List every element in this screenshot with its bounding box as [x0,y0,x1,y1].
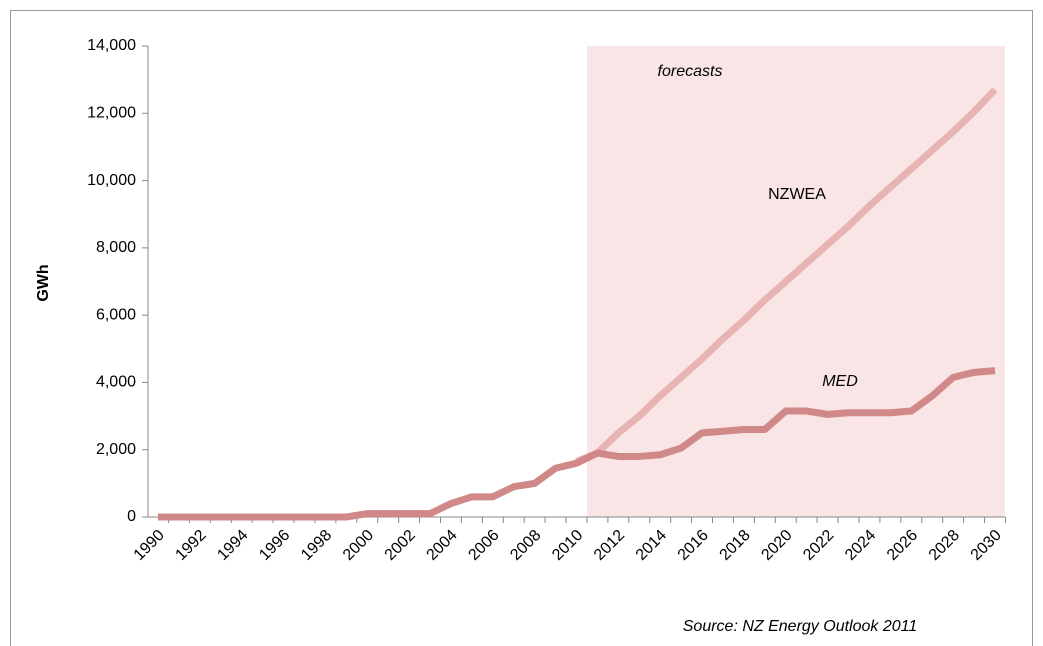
x-tick-label: 2010 [549,527,586,564]
x-tick-label: 1994 [214,527,251,564]
x-tick-label: 1998 [298,527,335,564]
x-tick-label: 2022 [800,527,837,564]
x-tick-label: 2008 [507,527,544,564]
series-label: MED [822,373,858,390]
series-label: NZWEA [768,186,826,203]
x-tick-label: 2026 [884,527,921,564]
y-tick-label: 14,000 [87,37,136,54]
series-line [158,367,996,521]
x-tick-label: 2004 [424,527,461,564]
x-tick-label: 2020 [758,527,795,564]
annotation: forecasts [658,63,723,80]
x-tick-label: 2016 [675,527,712,564]
x-tick-label: 1990 [131,527,168,564]
x-tick-label: 2006 [465,527,502,564]
x-tick-label: 2012 [591,527,628,564]
series-line [575,87,998,465]
x-tick-label: 1996 [256,527,293,564]
source: Source: NZ Energy Outlook 2011 [683,618,918,635]
frame [10,10,1033,646]
x-tick-label: 2000 [340,527,377,564]
y-tick-label: 12,000 [87,105,136,122]
x-tick-label: 2024 [842,527,879,564]
forecast-shade [586,46,1005,517]
x-tick-label: 2028 [926,527,963,564]
y-axis-label: GWh [35,264,52,301]
y-tick-label: 8,000 [96,239,136,256]
x-tick-label: 1992 [172,527,209,564]
y-tick-label: 0 [127,508,136,525]
x-tick-label: 2014 [633,527,670,564]
x-tick-label: 2002 [382,527,419,564]
y-tick-label: 4,000 [96,374,136,391]
x-tick-label: 2030 [968,527,1005,564]
x-tick-label: 2018 [717,527,754,564]
y-tick-label: 10,000 [87,172,136,189]
y-tick-label: 6,000 [96,306,136,323]
y-tick-label: 2,000 [96,441,136,458]
